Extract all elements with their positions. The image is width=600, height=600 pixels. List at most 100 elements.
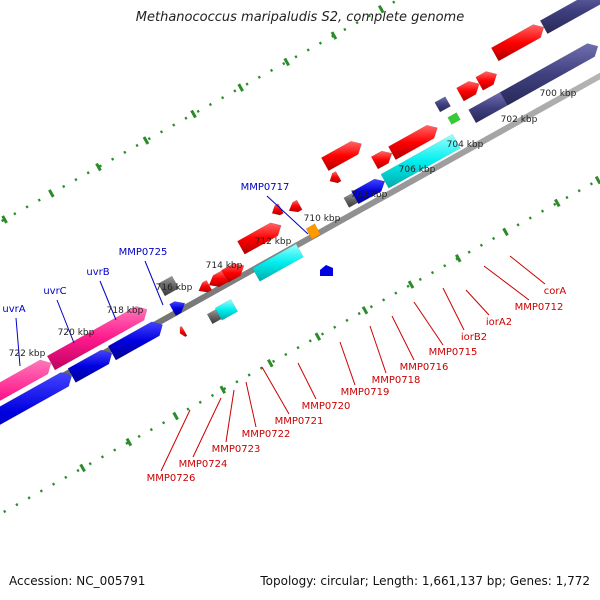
MMP0726-gene (179, 325, 188, 337)
uvrB-lower-gene (107, 321, 163, 361)
uvrA-lower-gene (0, 372, 73, 426)
gene-label-top: uvrB (86, 267, 109, 278)
leader-line (391, 315, 415, 361)
leader-line (99, 280, 117, 321)
gene-label-bottom: MMP0719 (341, 387, 390, 398)
gene-label-bottom: MMP0720 (302, 401, 351, 412)
leader-line (369, 325, 387, 374)
inner-major-tick (407, 280, 415, 289)
ruler-label: 720 kbp (58, 328, 95, 338)
leader-line (225, 389, 235, 443)
inner-major-tick (267, 358, 274, 368)
gene-label-top: uvrC (43, 286, 66, 297)
gene-label-bottom: MMP0715 (429, 347, 478, 358)
ruler-label: 700 kbp (540, 89, 577, 99)
ruler-label: 712 kbp (255, 237, 292, 247)
outer-major-tick (283, 57, 290, 67)
ruler-label: 722 kbp (9, 349, 46, 359)
MMP0711-gene (370, 150, 393, 170)
accession-text: Accession: NC_005791 (9, 574, 146, 588)
gene-label-bottom: iorB2 (461, 332, 487, 343)
gene-label-bottom: MMP0721 (275, 416, 324, 427)
ruler-label: 714 kbp (206, 261, 243, 271)
MMP0722-gene (214, 298, 239, 321)
leader-line (15, 317, 21, 367)
MMP0721-gene (198, 279, 213, 293)
outer-major-tick (95, 162, 102, 172)
iorA2-gene (380, 133, 461, 189)
MMP0725-gene (157, 275, 180, 297)
gene-label-top: MMP0725 (119, 247, 168, 258)
green-gene (447, 112, 461, 125)
inner-major-tick (502, 227, 509, 237)
uvrB-gene (46, 306, 148, 371)
ruler-label: 704 kbp (447, 140, 484, 150)
gene-label-bottom: corA (544, 286, 567, 297)
corA-small-gene (434, 96, 451, 113)
inner-major-tick (314, 332, 322, 341)
outer-ruler (1, 0, 396, 223)
MMP0708-gene (539, 0, 600, 35)
gene-label-bottom: iorA2 (486, 317, 512, 328)
MMP0709-gene (490, 24, 545, 62)
MMP0718-gene (237, 222, 282, 255)
gene-label-bottom: MMP0723 (212, 444, 261, 455)
gene-label-bottom: MMP0726 (147, 473, 196, 484)
leader-line (56, 299, 75, 344)
outer-major-tick (1, 215, 8, 224)
leader-line (297, 362, 317, 400)
leader-line (160, 409, 191, 472)
inner-major-tick (361, 306, 369, 315)
outer-major-tick (330, 31, 338, 40)
gene-label-bottom: MMP0712 (515, 302, 564, 313)
ruler-label: 716 kbp (156, 283, 193, 293)
MMP0719-gene (221, 263, 245, 283)
iorB2-gene (351, 178, 386, 205)
leader-line (144, 260, 164, 306)
MMP0724-gene (169, 301, 186, 317)
leader-line (245, 381, 257, 428)
leader-line (413, 301, 444, 346)
inner-major-tick (455, 253, 462, 263)
MMP0717-marker-gene (320, 265, 333, 276)
inner-major-tick (219, 385, 227, 394)
outer-major-tick (142, 136, 150, 145)
map-title: Methanococcus maripaludis S2, complete g… (135, 10, 465, 25)
gene-label-top: uvrA (2, 304, 25, 315)
outer-major-tick (190, 109, 197, 119)
genome-backbone (0, 72, 600, 415)
MMP0710-gene (388, 124, 438, 161)
leader-line (509, 255, 546, 285)
gene-label-top: MMP0717 (241, 182, 290, 193)
inner-major-tick (594, 175, 600, 185)
uvrA-gene (0, 359, 52, 401)
leader-line (266, 195, 309, 235)
gene-label-bottom: MMP0722 (242, 429, 291, 440)
MMP0717b-gene (288, 199, 303, 213)
ruler-label: 718 kbp (107, 306, 144, 316)
MMP0714-gene (320, 140, 362, 172)
inner-major-tick (79, 463, 86, 473)
gene-label-bottom: MMP0718 (372, 375, 421, 386)
inner-major-tick (554, 198, 561, 208)
gene-label-bottom: MMP0716 (400, 362, 449, 373)
corA-lower-gene (499, 43, 599, 106)
uvrC-gene (67, 349, 113, 383)
ruler-label: 706 kbp (399, 165, 436, 175)
corA-gene (475, 71, 498, 91)
leader-line (192, 397, 222, 458)
leader-line (483, 265, 530, 301)
inner-major-tick (172, 411, 179, 421)
inner-major-tick (125, 437, 133, 447)
leader-line (339, 341, 356, 386)
leader-line (465, 289, 490, 316)
MMP0716-gene (252, 243, 304, 282)
ruler-label: 710 kbp (304, 214, 341, 224)
gene-label-bottom: MMP0724 (179, 459, 228, 470)
outer-major-tick (48, 189, 55, 198)
MMP0713-gene (329, 171, 342, 184)
leader-line (442, 287, 465, 331)
MMP0712-gene (456, 80, 480, 102)
leader-line (261, 366, 290, 415)
